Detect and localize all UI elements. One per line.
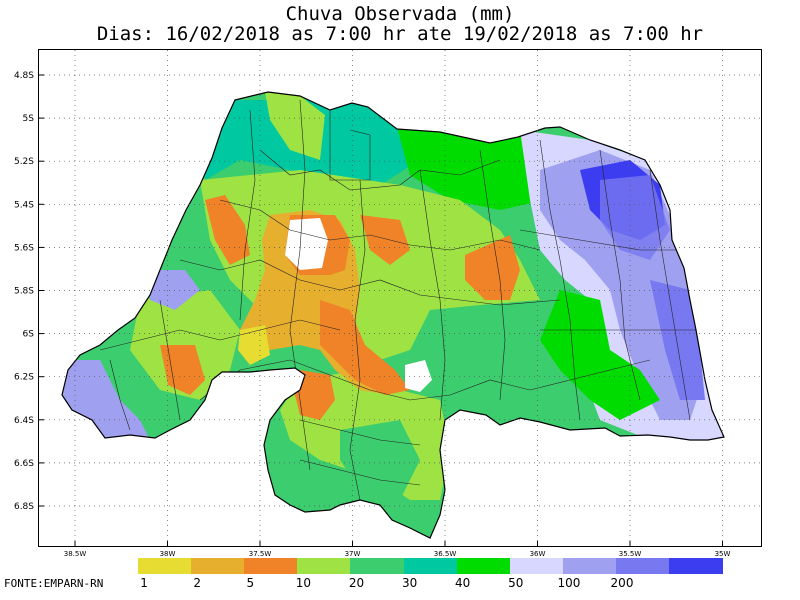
legend-label: 100 [557,576,581,590]
field-darkorange-east [465,235,520,300]
field-green-north [395,120,545,210]
field-white-south [405,360,432,392]
legend-swatch [615,558,670,574]
lat-tick-label: 5S [23,114,35,124]
lon-tick-label: 35.5W [619,550,642,558]
legend-label: 5 [246,576,255,590]
legend-swatch [297,558,351,574]
lat-tick-label: 5.4S [14,200,34,210]
lat-tick-label: 6.4S [14,416,34,426]
legend-swatch [669,558,723,574]
field-green-south [340,420,420,500]
field-darkorange-center [320,300,410,395]
lat-tick-label: 6.2S [14,373,34,383]
lon-tick-label: 38W [160,550,176,558]
field-darkorange-ne [360,215,410,265]
grid-lines [39,50,761,546]
legend-label: 20 [348,576,365,590]
lon-tick-label: 37W [345,550,361,558]
lat-tick-label: 5.6S [14,243,34,253]
field-lightpurple-nw [150,270,200,310]
field-mediumblue-ne [600,175,670,260]
legend-swatch [509,558,564,574]
lat-tick-label: 5.8S [14,287,34,297]
legend-swatch [191,558,245,574]
lon-tick-label: 35W [715,550,731,558]
latitude-labels: 4.8S 5S 5.2S 5.4S 5.6S 5.8S 6S 6.2S 6.4S 6.6S 6.8S [14,71,44,512]
map-frame [38,49,762,547]
lat-tick-label: 5.2S [14,157,34,167]
field-lightgreen-nw [265,92,325,160]
legend-label: 10 [295,576,312,590]
lon-tick-label: 38.5W [64,550,87,558]
legend-label: 1 [140,576,148,590]
legend-label: 40 [455,576,471,590]
field-mediumblue-east [650,280,705,400]
lat-tick-label: 6.8S [14,502,34,512]
lon-tick-label: 37.5W [249,550,272,558]
legend-swatch [403,558,458,574]
field-darkorange-south [295,370,335,420]
lat-tick-label: 4.8S [14,71,34,81]
legend-label: 50 [508,576,524,590]
legend-swatch [562,558,617,574]
map-subtitle: Dias: 16/02/2018 as 7:00 hr ate 19/02/20… [96,23,704,45]
lat-tick-label: 6.6S [14,459,34,469]
field-darkorange-west [205,195,250,265]
lon-tick-label: 36W [530,550,546,558]
longitude-labels: 38.5W 38W 37.5W 37W 36.5W 36W 35.5W 35W [64,541,731,558]
legend-swatch [138,558,192,574]
field-darkorange-far-west [160,345,205,395]
field-white-north [285,218,328,270]
legend-label: 30 [401,576,418,590]
legend-label: 2 [193,576,202,590]
lon-tick-label: 36.5W [434,550,457,558]
rainfall-fields [62,92,724,538]
legend-swatch [244,558,298,574]
lat-tick-label: 6S [23,330,35,340]
map-title: Chuva Observada (mm) [285,3,515,25]
municipality-borders [99,99,700,501]
field-yellow-spot [238,325,270,365]
data-source: FONTE:EMPARN-RN [4,577,104,590]
legend-label: 200 [610,576,634,590]
legend-swatch [350,558,404,574]
legend-swatch [456,558,511,574]
